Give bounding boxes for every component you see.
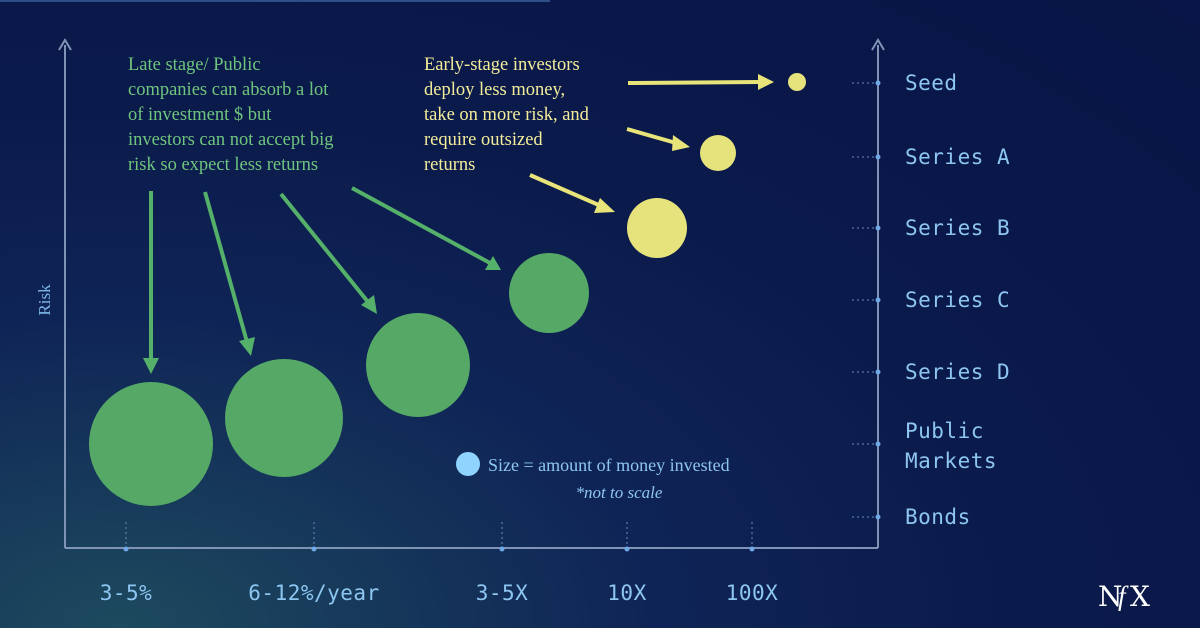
- y-tick-public-markets: Public Markets: [905, 419, 997, 473]
- bubble-series-d: [366, 313, 470, 417]
- arrow-to-public-markets: [203, 191, 249, 343]
- axes: [58, 38, 885, 549]
- y-tick-series-c: Series C: [905, 288, 1010, 312]
- y-tick-series-b: Series B: [905, 216, 1010, 240]
- y-tick-dot-series-d: [875, 369, 881, 375]
- y-tick-labels: Seed Series A Series B Series C Series D Publ…: [905, 71, 1010, 529]
- x-tick-labels: 3-5% 6-12%/year 3-5X 10X 100X: [100, 581, 779, 605]
- arrow-to-series-b: [529, 173, 602, 208]
- bubble-series-a: [700, 135, 736, 171]
- bubble-series-b: [627, 198, 687, 258]
- arrow-to-series-c: [351, 186, 491, 265]
- y-tick-dot-series-a: [875, 154, 881, 160]
- x-tick-3-5x: 3-5X: [476, 581, 529, 605]
- x-tick-dot-10x: [624, 546, 630, 552]
- arrow-to-seed: [627, 80, 761, 85]
- y-tick-dot-series-b: [875, 225, 881, 231]
- bubbles: [89, 73, 806, 506]
- y-axis-label: Risk: [35, 284, 54, 316]
- y-axis-right-arrowhead: [871, 38, 885, 51]
- legend-note: *not to scale: [576, 483, 663, 502]
- logo-letter-f: f: [1118, 581, 1129, 611]
- logo-letter-x: X: [1130, 580, 1150, 613]
- early-stage-line-4: require outsized: [424, 130, 543, 150]
- legend-label: Size = amount of money invested: [488, 455, 730, 475]
- late-stage-line-1: Late stage/ Public: [128, 55, 261, 75]
- legend-size-dot: [456, 452, 480, 476]
- legend: Size = amount of money invested *not to …: [456, 452, 730, 502]
- y-tick-seed: Seed: [905, 71, 958, 95]
- y-tick-dot-seed: [875, 80, 881, 86]
- x-tick-dot-6-12-year: [311, 546, 317, 552]
- early-stage-line-5: returns: [424, 155, 475, 175]
- nfx-logo: N f X: [1098, 578, 1160, 614]
- bubble-seed: [788, 73, 806, 91]
- y-tick-dot-public-markets: [875, 441, 881, 447]
- y-tick-dot-bonds: [875, 514, 881, 520]
- late-stage-annotation: Late stage/ Public companies can absorb …: [128, 55, 334, 175]
- annotation-arrows: [143, 74, 774, 374]
- x-tick-dot-100x: [749, 546, 755, 552]
- x-tick-6-12-year: 6-12%/year: [248, 581, 379, 605]
- early-stage-line-3: take on more risk, and: [424, 105, 590, 125]
- x-tick-dot-3-5: [123, 546, 129, 552]
- y-tick-series-a: Series A: [905, 145, 1010, 169]
- arrow-head-series-d: [361, 295, 377, 314]
- y-tick-bonds: Bonds: [905, 505, 971, 529]
- arrow-head-series-c: [485, 256, 501, 270]
- x-tick-dot-3-5x: [499, 546, 505, 552]
- nfx-logo-mark: N f X: [1098, 580, 1151, 613]
- x-tick-3-5: 3-5%: [100, 581, 153, 605]
- tick-guides: [123, 80, 881, 552]
- x-tick-100x: 100X: [726, 581, 779, 605]
- arrow-head-series-b: [594, 198, 615, 213]
- bubble-bonds: [89, 382, 213, 506]
- late-stage-line-2: companies can absorb a lot: [128, 80, 329, 100]
- top-divider-bar: [0, 0, 550, 2]
- arrow-head-series-a: [672, 135, 690, 151]
- y-axis-left-arrowhead: [58, 38, 72, 51]
- late-stage-line-3: of investment $ but: [128, 105, 272, 125]
- arrow-head-public-markets: [239, 337, 255, 356]
- late-stage-line-4: investors can not accept big: [128, 130, 334, 150]
- arrow-to-series-d: [279, 192, 370, 304]
- arrow-to-series-a: [626, 127, 677, 145]
- bubble-series-c: [509, 253, 589, 333]
- early-stage-line-2: deploy less money,: [424, 80, 565, 100]
- y-tick-series-d: Series D: [905, 360, 1010, 384]
- arrow-head-seed: [758, 74, 774, 90]
- x-tick-10x: 10X: [607, 581, 646, 605]
- logo-letter-n: N: [1098, 580, 1122, 613]
- bubble-public-markets: [225, 359, 343, 477]
- early-stage-line-1: Early-stage investors: [424, 55, 580, 75]
- late-stage-line-5: risk so expect less returns: [128, 155, 318, 175]
- arrow-head-bonds: [143, 358, 159, 374]
- early-stage-annotation: Early-stage investors deploy less money,…: [424, 55, 590, 175]
- y-tick-dot-series-c: [875, 297, 881, 303]
